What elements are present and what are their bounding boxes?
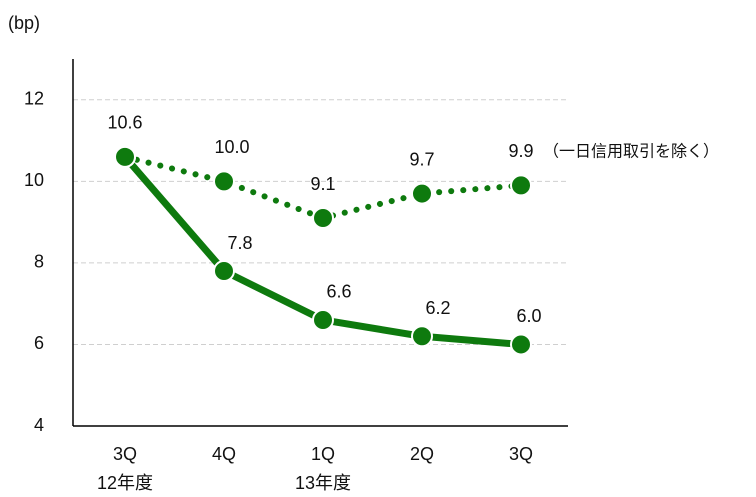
marker xyxy=(114,145,136,168)
series-annotation: （一日信用取引を除く） xyxy=(543,143,719,161)
x-tick-label: 4Q xyxy=(212,444,236,464)
y-tick-label: 12 xyxy=(24,89,44,109)
marker xyxy=(213,170,235,193)
marker xyxy=(510,333,532,356)
data-label: 9.7 xyxy=(409,149,434,169)
data-label: 7.8 xyxy=(227,233,252,253)
y-tick-label: 8 xyxy=(34,252,44,272)
data-label: 6.6 xyxy=(326,282,351,302)
x-group-label: 12年度 xyxy=(97,473,153,493)
y-tick-label: 6 xyxy=(34,333,44,353)
data-label: 9.9 xyxy=(508,141,533,161)
data-label: 6.0 xyxy=(516,306,541,326)
marker xyxy=(213,260,235,283)
y-tick-label: 10 xyxy=(24,170,44,190)
x-tick-label: 1Q xyxy=(311,444,335,464)
x-tick-label: 3Q xyxy=(113,444,137,464)
x-tick-label: 3Q xyxy=(509,444,533,464)
x-group-label: 13年度 xyxy=(295,473,351,493)
data-label: 9.1 xyxy=(310,174,335,194)
marker xyxy=(411,182,433,205)
y-axis-label: (bp) xyxy=(8,13,40,33)
data-label: 10.6 xyxy=(107,113,142,133)
marker xyxy=(312,308,334,331)
marker xyxy=(312,207,334,230)
x-tick-label: 2Q xyxy=(410,444,434,464)
data-label: 10.0 xyxy=(214,137,249,157)
data-label: 6.2 xyxy=(425,298,450,318)
marker xyxy=(411,325,433,348)
y-tick-label: 4 xyxy=(34,415,44,435)
marker xyxy=(510,174,532,197)
